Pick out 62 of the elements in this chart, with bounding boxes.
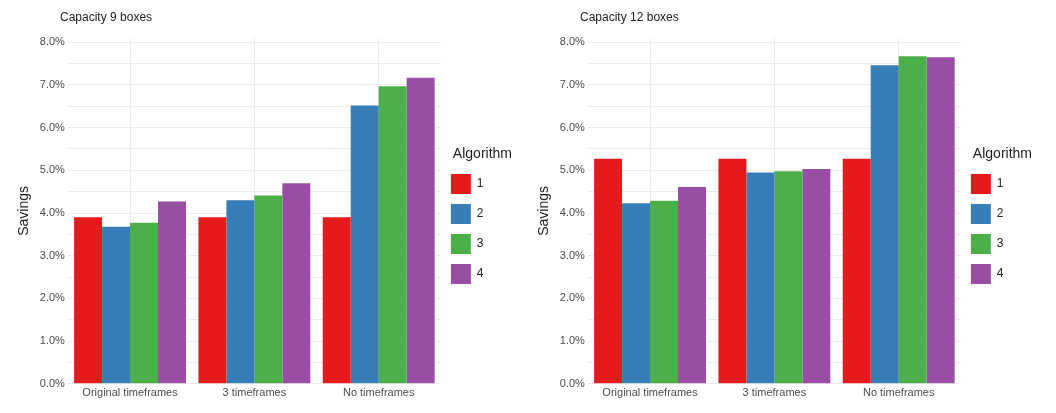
legend-label: 3 <box>996 236 1004 251</box>
y-tick-label: 7.0% <box>559 77 586 90</box>
y-tick-label: 5.0% <box>39 163 66 176</box>
x-tick-label: 3 timeframes <box>742 386 807 399</box>
x-tick-label: Original timeframes <box>602 386 699 399</box>
bar <box>622 203 651 384</box>
legend-label: 4 <box>476 266 484 281</box>
y-tick-label: 3.0% <box>39 248 66 261</box>
y-tick-label: 1.0% <box>39 334 66 347</box>
y-tick-label: 6.0% <box>559 120 586 133</box>
x-tick-label: No timeframes <box>862 386 935 399</box>
y-tick-label: 4.0% <box>559 206 586 219</box>
bar <box>802 169 831 384</box>
bar <box>842 158 871 384</box>
legend-title: Algorithm <box>972 144 1032 161</box>
y-tick-label: 7.0% <box>39 77 66 90</box>
bar <box>198 217 227 384</box>
bar <box>746 172 775 384</box>
legend-label: 2 <box>476 206 484 221</box>
y-tick-label: 0.0% <box>39 376 66 389</box>
bar <box>226 200 255 384</box>
x-tick-label: Original timeframes <box>82 386 179 399</box>
legend-label: 1 <box>476 176 484 191</box>
x-tick-label: 3 timeframes <box>222 386 287 399</box>
bar <box>678 186 706 384</box>
y-tick-label: 0.0% <box>559 376 586 389</box>
bar <box>774 171 803 384</box>
y-tick-label: 8.0% <box>559 35 586 48</box>
y-tick-label: 8.0% <box>39 35 66 48</box>
y-tick-label: 1.0% <box>559 334 586 347</box>
bar <box>282 183 311 384</box>
bar <box>718 158 747 384</box>
bar <box>650 200 679 384</box>
chart-title: Capacity 12 boxes <box>579 9 680 26</box>
y-axis-title: Savings <box>15 185 32 236</box>
y-tick-label: 5.0% <box>559 163 586 176</box>
bar <box>926 57 955 384</box>
bar <box>594 158 623 384</box>
y-tick-label: 2.0% <box>39 291 66 304</box>
y-tick-label: 6.0% <box>39 120 66 133</box>
bar <box>378 86 407 384</box>
bar <box>350 105 379 384</box>
legend-label: 3 <box>476 236 484 251</box>
x-tick-label: No timeframes <box>342 386 415 399</box>
bar <box>102 226 131 384</box>
y-tick-label: 2.0% <box>559 291 586 304</box>
legend-label: 1 <box>996 176 1004 191</box>
bar <box>406 77 435 384</box>
bar <box>322 217 351 384</box>
bar <box>130 222 159 384</box>
bar <box>74 217 103 384</box>
legend-title: Algorithm <box>452 144 512 161</box>
y-tick-label: 3.0% <box>559 248 586 261</box>
bar <box>898 56 927 384</box>
legend-label: 4 <box>996 266 1004 281</box>
y-axis-title: Savings <box>535 185 552 236</box>
chart-title: Capacity 9 boxes <box>59 9 154 26</box>
bar <box>870 65 899 384</box>
legend-label: 2 <box>996 206 1004 221</box>
y-tick-label: 4.0% <box>39 206 66 219</box>
bar <box>254 195 283 384</box>
bar <box>158 201 186 384</box>
